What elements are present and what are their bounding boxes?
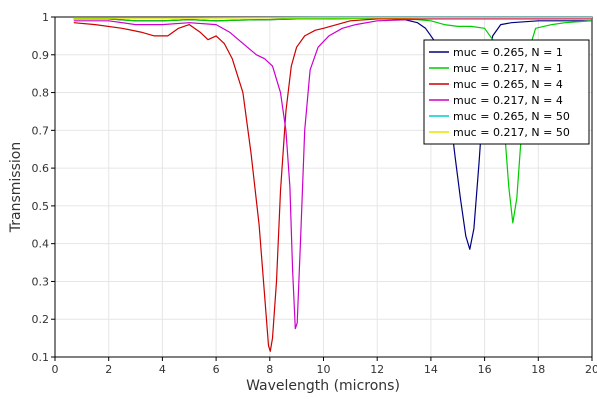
legend-label: muc = 0.217, N = 4: [453, 94, 563, 107]
legend-label: muc = 0.217, N = 50: [453, 126, 570, 139]
legend-label: muc = 0.217, N = 1: [453, 62, 563, 75]
legend-label: muc = 0.265, N = 50: [453, 110, 570, 123]
series-line-4: [73, 18, 592, 330]
x-tick-label: 16: [478, 363, 492, 376]
y-tick-label: 0.1: [32, 351, 50, 364]
x-tick-label: 6: [213, 363, 220, 376]
y-tick-label: 1: [42, 11, 49, 24]
legend: muc = 0.265, N = 1 muc = 0.217, N = 1 muc …: [423, 39, 590, 145]
y-tick-label: 0.9: [32, 49, 50, 62]
x-tick-label: 18: [531, 363, 545, 376]
y-axis-title: Transmission: [8, 142, 24, 233]
legend-box: [423, 39, 590, 145]
x-tick-label: 8: [266, 363, 273, 376]
series-line-3: [73, 18, 592, 352]
x-axis-ticks: 0 2 4 6 8 10 12 14 16 18 20: [52, 357, 597, 376]
y-tick-label: 0.8: [32, 87, 50, 100]
y-tick-label: 0.7: [32, 124, 50, 137]
legend-label: muc = 0.265, N = 1: [453, 46, 563, 59]
x-tick-label: 0: [52, 363, 59, 376]
y-tick-label: 0.5: [32, 200, 50, 213]
legend-label: muc = 0.265, N = 4: [453, 78, 563, 91]
y-tick-label: 0.3: [32, 275, 50, 288]
x-tick-label: 10: [317, 363, 331, 376]
y-tick-label: 0.2: [32, 313, 50, 326]
x-tick-label: 14: [424, 363, 438, 376]
x-axis-title: Wavelength (microns): [246, 378, 400, 394]
x-tick-label: 4: [159, 363, 166, 376]
x-tick-label: 2: [105, 363, 112, 376]
x-tick-label: 12: [370, 363, 384, 376]
y-tick-label: 0.4: [32, 238, 50, 251]
y-tick-label: 0.6: [32, 162, 50, 175]
y-axis-ticks: 0.1 0.2 0.3 0.4 0.5 0.6 0.7 0.8 0.9 1: [32, 11, 55, 364]
x-tick-label: 20: [585, 363, 597, 376]
